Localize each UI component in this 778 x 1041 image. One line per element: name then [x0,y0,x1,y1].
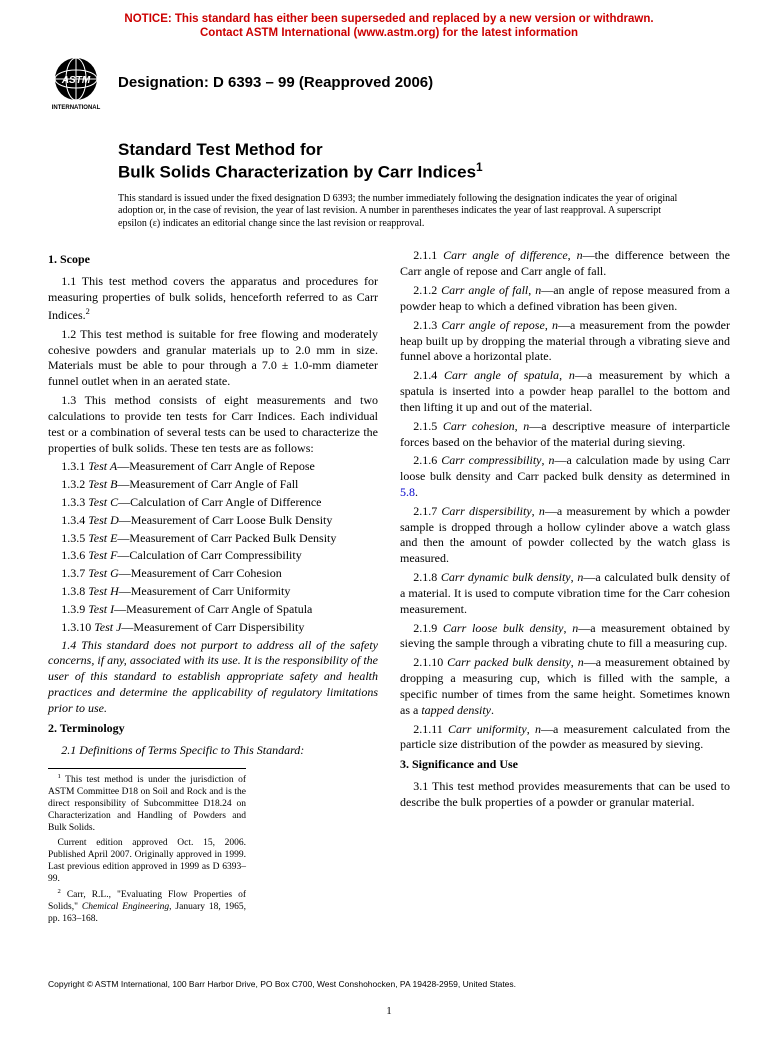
notice-line-1: NOTICE: This standard has either been su… [124,13,653,25]
column-right: 2.1.1 Carr angle of difference, n—the di… [400,248,730,929]
footnote-1: 1 This test method is under the jurisdic… [48,773,246,835]
footnote-1b: Current edition approved Oct. 15, 2006. … [48,838,246,886]
footnote-2: 2 Carr, R.L., "Evaluating Flow Propertie… [48,888,246,926]
test-item: 1.3.2 Test B—Measurement of Carr Angle o… [48,477,378,493]
para-3-1: 3.1 This test method provides measuremen… [400,779,730,811]
test-item: 1.3.3 Test C—Calculation of Carr Angle o… [48,495,378,511]
def-2-1-7: 2.1.7 Carr dispersibility, n—a measureme… [400,504,730,567]
notice-line-2: Contact ASTM International (www.astm.org… [200,27,578,39]
test-item: 1.3.10 Test J—Measurement of Carr Disper… [48,620,378,636]
para-1-3: 1.3 This method consists of eight measur… [48,393,378,456]
def-2-1-2: 2.1.2 Carr angle of fall, n—an angle of … [400,283,730,315]
significance-heading: 3. Significance and Use [400,757,730,773]
notice-banner: NOTICE: This standard has either been su… [48,12,730,41]
xref-link[interactable]: 5.8 [400,485,415,499]
def-2-1-11: 2.1.11 Carr uniformity, n—a measurement … [400,722,730,754]
def-2-1-5: 2.1.5 Carr cohesion, n—a descriptive mea… [400,419,730,451]
test-item: 1.3.1 Test A—Measurement of Carr Angle o… [48,459,378,475]
def-2-1-3: 2.1.3 Carr angle of repose, n—a measurem… [400,318,730,365]
para-1-4: 1.4 This standard does not purport to ad… [48,638,378,717]
page-number: 1 [48,1005,730,1017]
test-item: 1.3.6 Test F—Calculation of Carr Compres… [48,548,378,564]
title-block: Standard Test Method for Bulk Solids Cha… [118,139,730,183]
def-2-1-10: 2.1.10 Carr packed bulk density, n—a mea… [400,655,730,718]
footnotes: 1 This test method is under the jurisdic… [48,768,246,926]
document-page: NOTICE: This standard has either been su… [0,0,778,1037]
document-header: ASTM INTERNATIONAL Designation: D 6393 –… [48,55,730,111]
para-1-1-sup: 2 [86,307,90,316]
issuance-note: This standard is issued under the fixed … [118,193,678,231]
test-item: 1.3.4 Test D—Measurement of Carr Loose B… [48,513,378,529]
svg-text:ASTM: ASTM [61,75,91,86]
test-item: 1.3.7 Test G—Measurement of Carr Cohesio… [48,566,378,582]
body-columns: 1. Scope 1.1 This test method covers the… [48,248,730,929]
def-2-1-8: 2.1.8 Carr dynamic bulk density, n—a cal… [400,570,730,617]
title-superscript: 1 [476,160,483,174]
designation-text: Designation: D 6393 – 99 (Reapproved 200… [118,74,433,91]
terminology-subhead: 2.1 Definitions of Terms Specific to Thi… [48,743,378,759]
para-1-1: 1.1 This test method covers the apparatu… [48,274,378,323]
test-item: 1.3.5 Test E—Measurement of Carr Packed … [48,531,378,547]
title-line-2: Bulk Solids Characterization by Carr Ind… [118,160,730,183]
terminology-heading: 2. Terminology [48,721,378,737]
title-text: Bulk Solids Characterization by Carr Ind… [118,163,476,182]
def-2-1-4: 2.1.4 Carr angle of spatula, n—a measure… [400,368,730,415]
logo-label: INTERNATIONAL [52,105,101,111]
astm-logo: ASTM INTERNATIONAL [48,55,104,111]
test-item: 1.3.9 Test I—Measurement of Carr Angle o… [48,602,378,618]
def-2-1-9: 2.1.9 Carr loose bulk density, n—a measu… [400,621,730,653]
test-item: 1.3.8 Test H—Measurement of Carr Uniform… [48,584,378,600]
title-line-1: Standard Test Method for [118,139,730,160]
def-2-1-6: 2.1.6 Carr compressibility, n—a calculat… [400,453,730,500]
copyright-line: Copyright © ASTM International, 100 Barr… [48,979,730,989]
def-2-1-1: 2.1.1 Carr angle of difference, n—the di… [400,248,730,280]
scope-heading: 1. Scope [48,252,378,268]
para-1-1-text: 1.1 This test method covers the apparatu… [48,274,378,322]
para-1-2: 1.2 This test method is suitable for fre… [48,327,378,390]
column-left: 1. Scope 1.1 This test method covers the… [48,248,378,929]
